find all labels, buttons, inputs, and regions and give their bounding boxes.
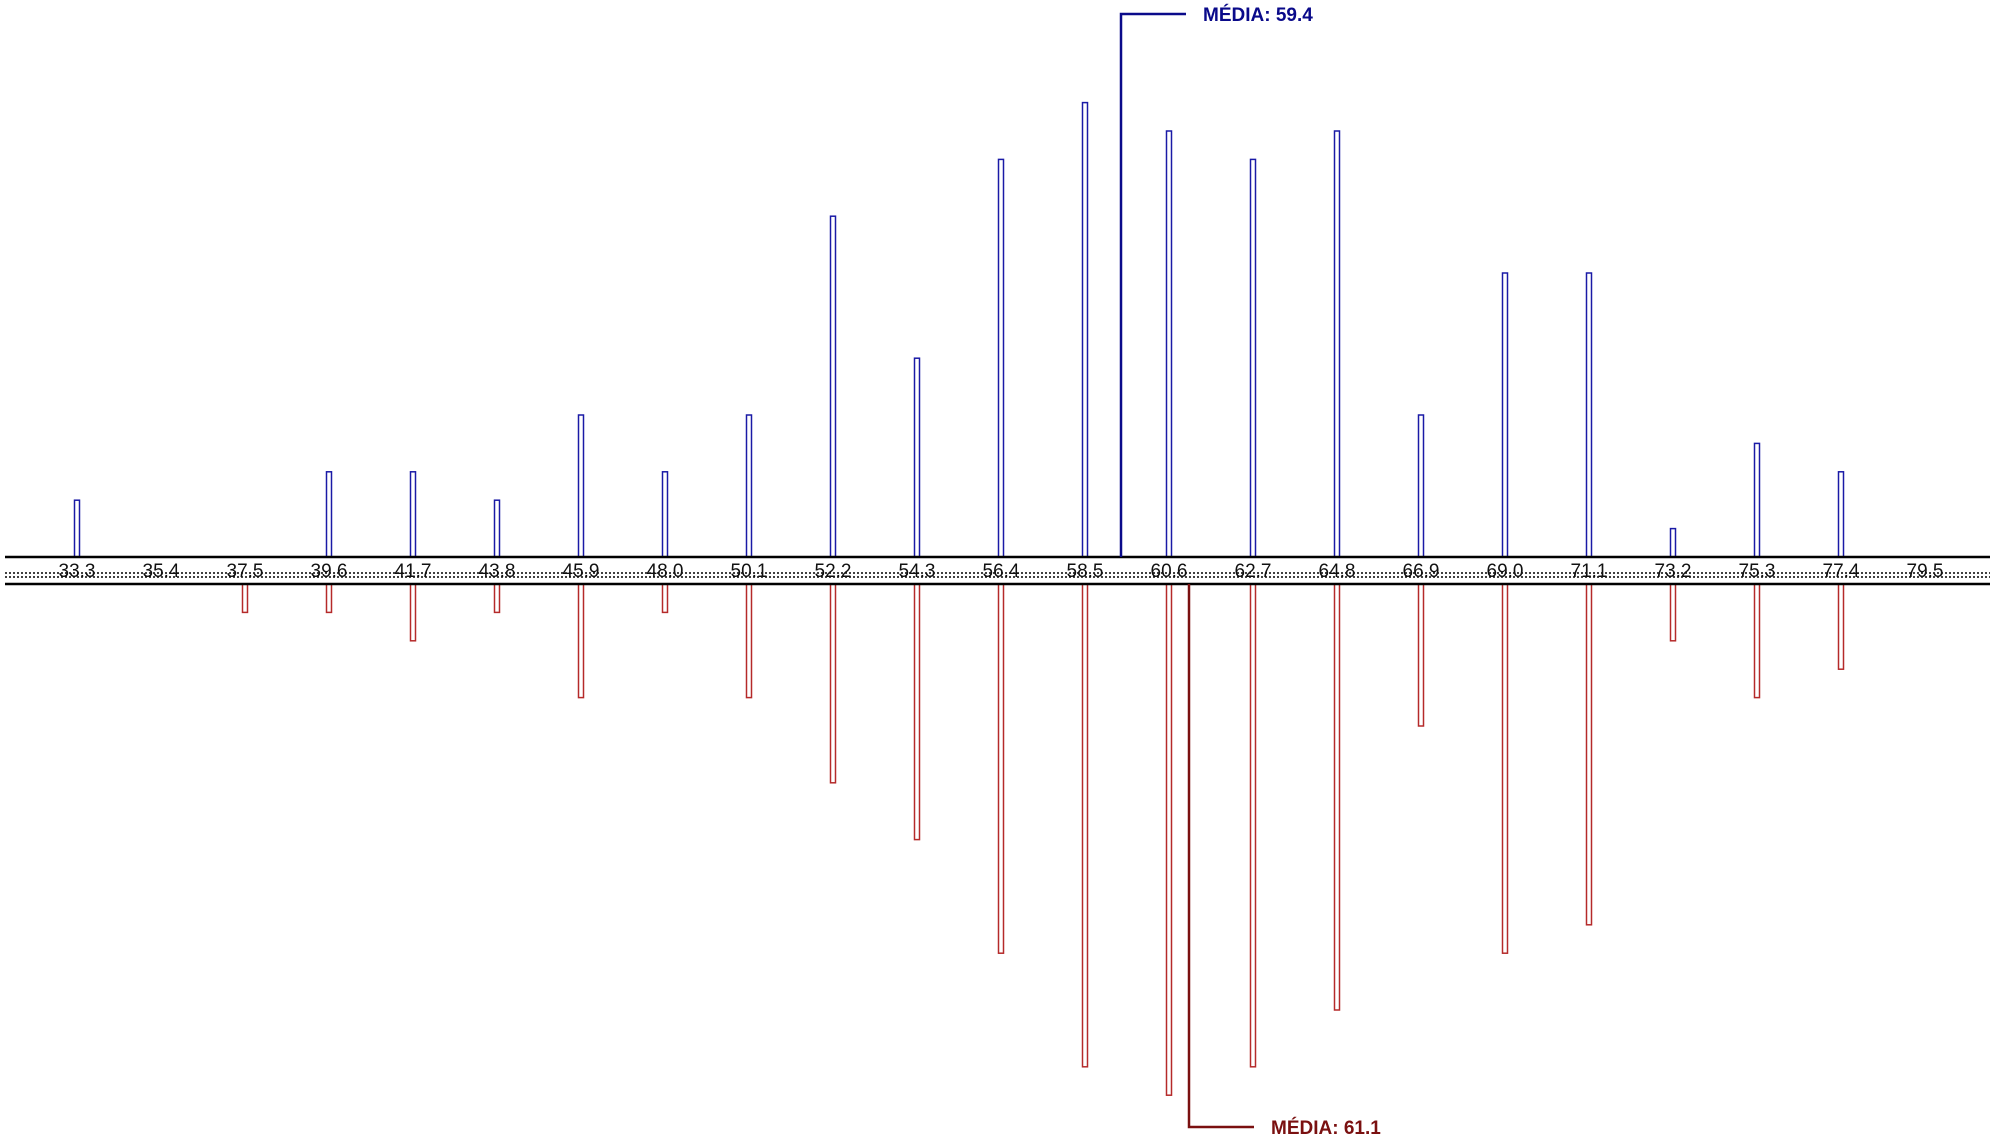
lower-bar-12: [1081, 583, 1089, 1068]
upper-bar-19: [1669, 527, 1677, 558]
tick-label: 33.3: [59, 561, 96, 582]
tick-label: 54.3: [899, 561, 936, 582]
upper-bar-10: [913, 357, 921, 558]
upper-bar-3: [325, 471, 333, 558]
upper-bar-21: [1837, 471, 1845, 558]
tick-label: 43.8: [479, 561, 516, 582]
tick-label: 73.2: [1655, 561, 1692, 582]
upper-bar-16: [1417, 414, 1425, 558]
tick-label: 77.4: [1823, 561, 1860, 582]
tick-label: 62.7: [1235, 561, 1272, 582]
upper-bar-0: [73, 499, 81, 558]
center-axis: [5, 555, 1990, 586]
upper-bar-7: [661, 471, 669, 558]
tick-label: 60.6: [1151, 561, 1188, 582]
lower-bar-21: [1837, 583, 1845, 670]
lower-bar-5: [493, 583, 501, 614]
tick-label: 75.3: [1739, 561, 1776, 582]
mean-label-lower: MÉDIA: 61.1: [1271, 1117, 1381, 1139]
tick-label: 58.5: [1067, 561, 1104, 582]
tick-label: 66.9: [1403, 561, 1440, 582]
upper-bar-17: [1501, 272, 1509, 558]
tick-label: 37.5: [227, 561, 264, 582]
upper-bar-8: [745, 414, 753, 558]
tick-label: 64.8: [1319, 561, 1356, 582]
tick-label: 45.9: [563, 561, 600, 582]
lower-bar-11: [997, 583, 1005, 954]
upper-series-bars: [73, 101, 1845, 558]
lower-bar-15: [1333, 583, 1341, 1011]
upper-bar-18: [1585, 272, 1593, 558]
tick-label: 35.4: [143, 561, 180, 582]
lower-bar-9: [829, 583, 837, 784]
lower-bar-3: [325, 583, 333, 614]
upper-bar-13: [1165, 130, 1173, 558]
lower-bar-19: [1669, 583, 1677, 642]
upper-bar-12: [1081, 101, 1089, 558]
lower-bar-20: [1753, 583, 1761, 699]
tick-label: 50.1: [731, 561, 768, 582]
lower-bar-18: [1585, 583, 1593, 926]
lower-bar-2: [241, 583, 249, 614]
lower-bar-14: [1249, 583, 1257, 1068]
tick-labels: 33.3 35.4 37.5 39.6 41.7 43.8 45.9 48.0 50.1 52.2…: [59, 561, 1944, 582]
tick-label: 41.7: [395, 561, 432, 582]
upper-bar-5: [493, 499, 501, 558]
upper-bar-6: [577, 414, 585, 558]
upper-bar-15: [1333, 130, 1341, 558]
lower-bar-10: [913, 583, 921, 841]
tick-label: 56.4: [983, 561, 1020, 582]
lower-bar-7: [661, 583, 669, 614]
lower-bar-4: [409, 583, 417, 642]
tick-label: 79.5: [1907, 561, 1944, 582]
lower-bar-13: [1165, 583, 1173, 1096]
upper-bar-20: [1753, 442, 1761, 558]
mean-label-upper: MÉDIA: 59.4: [1203, 4, 1313, 26]
lower-bar-17: [1501, 583, 1509, 954]
tick-label: 39.6: [311, 561, 348, 582]
upper-bar-9: [829, 215, 837, 558]
upper-bar-11: [997, 158, 1005, 558]
tick-label: 48.0: [647, 561, 684, 582]
mean-markers: MÉDIA: 59.4 MÉDIA: 61.1: [1119, 4, 1381, 1139]
tick-label: 52.2: [815, 561, 852, 582]
lower-series-bars: [241, 583, 1845, 1096]
tick-label: 71.1: [1571, 561, 1608, 582]
tick-label: 69.0: [1487, 561, 1524, 582]
lower-bar-16: [1417, 583, 1425, 727]
upper-bar-14: [1249, 158, 1257, 558]
lower-bar-8: [745, 583, 753, 699]
mean-line-upper: [1119, 12, 1186, 557]
lower-bar-6: [577, 583, 585, 699]
mean-line-lower: [1187, 584, 1254, 1129]
upper-bar-4: [409, 471, 417, 558]
